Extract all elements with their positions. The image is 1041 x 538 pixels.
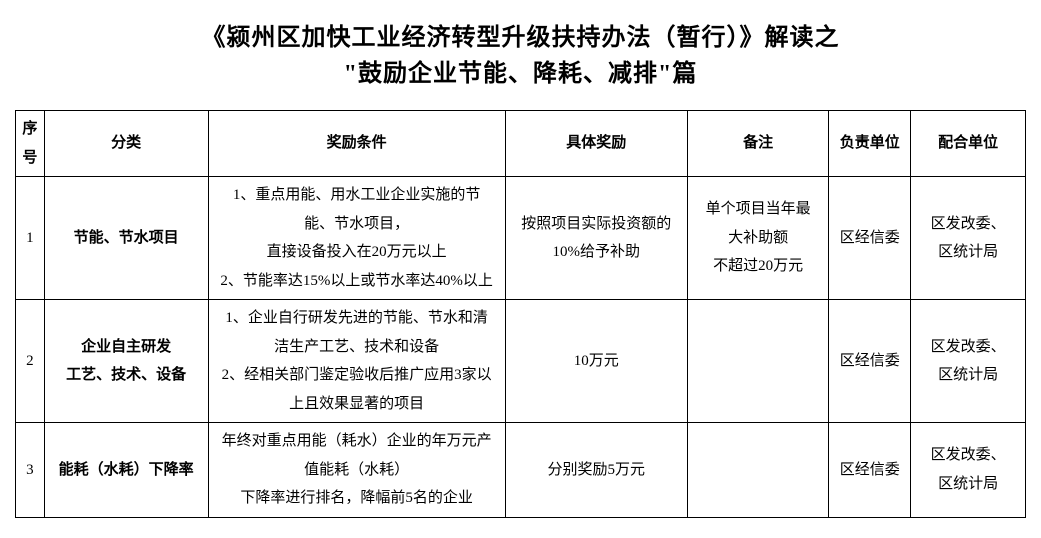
title-line1: 《颍州区加快工业经济转型升级扶持办法（暂行）》解读之 bbox=[202, 25, 840, 51]
cell-dept: 区经信委 bbox=[829, 177, 911, 300]
cell-seq: 1 bbox=[16, 177, 45, 300]
cell-remark: 单个项目当年最 大补助额 不超过20万元 bbox=[687, 177, 828, 300]
col-header-coop: 配合单位 bbox=[911, 111, 1026, 177]
col-header-remark: 备注 bbox=[687, 111, 828, 177]
table-header-row: 序号 分类 奖励条件 具体奖励 备注 负责单位 配合单位 bbox=[16, 111, 1026, 177]
cell-category: 企业自主研发 工艺、技术、设备 bbox=[44, 300, 208, 423]
cell-reward: 10万元 bbox=[505, 300, 687, 423]
col-header-seq: 序号 bbox=[16, 111, 45, 177]
cell-coop: 区发改委、 区统计局 bbox=[911, 177, 1026, 300]
document-title: 《颍州区加快工业经济转型升级扶持办法（暂行）》解读之 "鼓励企业节能、降耗、减排… bbox=[15, 20, 1026, 92]
cell-coop: 区发改委、 区统计局 bbox=[911, 423, 1026, 518]
cell-remark bbox=[687, 423, 828, 518]
cell-condition: 1、企业自行研发先进的节能、节水和清 洁生产工艺、技术和设备 2、经相关部门鉴定… bbox=[208, 300, 505, 423]
col-header-condition: 奖励条件 bbox=[208, 111, 505, 177]
cell-seq: 3 bbox=[16, 423, 45, 518]
cell-reward: 按照项目实际投资额的 10%给予补助 bbox=[505, 177, 687, 300]
cell-dept: 区经信委 bbox=[829, 423, 911, 518]
cell-coop: 区发改委、 区统计局 bbox=[911, 300, 1026, 423]
table-row: 1 节能、节水项目 1、重点用能、用水工业企业实施的节 能、节水项目， 直接设备… bbox=[16, 177, 1026, 300]
cell-condition: 1、重点用能、用水工业企业实施的节 能、节水项目， 直接设备投入在20万元以上 … bbox=[208, 177, 505, 300]
cell-reward: 分别奖励5万元 bbox=[505, 423, 687, 518]
cell-category: 节能、节水项目 bbox=[44, 177, 208, 300]
col-header-category: 分类 bbox=[44, 111, 208, 177]
table-row: 2 企业自主研发 工艺、技术、设备 1、企业自行研发先进的节能、节水和清 洁生产… bbox=[16, 300, 1026, 423]
col-header-reward: 具体奖励 bbox=[505, 111, 687, 177]
cell-condition: 年终对重点用能（耗水）企业的年万元产 值能耗（水耗） 下降率进行排名，降幅前5名… bbox=[208, 423, 505, 518]
cell-dept: 区经信委 bbox=[829, 300, 911, 423]
cell-remark bbox=[687, 300, 828, 423]
title-line2: "鼓励企业节能、降耗、减排"篇 bbox=[344, 61, 698, 87]
table-row: 3 能耗（水耗）下降率 年终对重点用能（耗水）企业的年万元产 值能耗（水耗） 下… bbox=[16, 423, 1026, 518]
cell-category: 能耗（水耗）下降率 bbox=[44, 423, 208, 518]
policy-table: 序号 分类 奖励条件 具体奖励 备注 负责单位 配合单位 1 节能、节水项目 1… bbox=[15, 110, 1026, 518]
col-header-dept: 负责单位 bbox=[829, 111, 911, 177]
cell-seq: 2 bbox=[16, 300, 45, 423]
